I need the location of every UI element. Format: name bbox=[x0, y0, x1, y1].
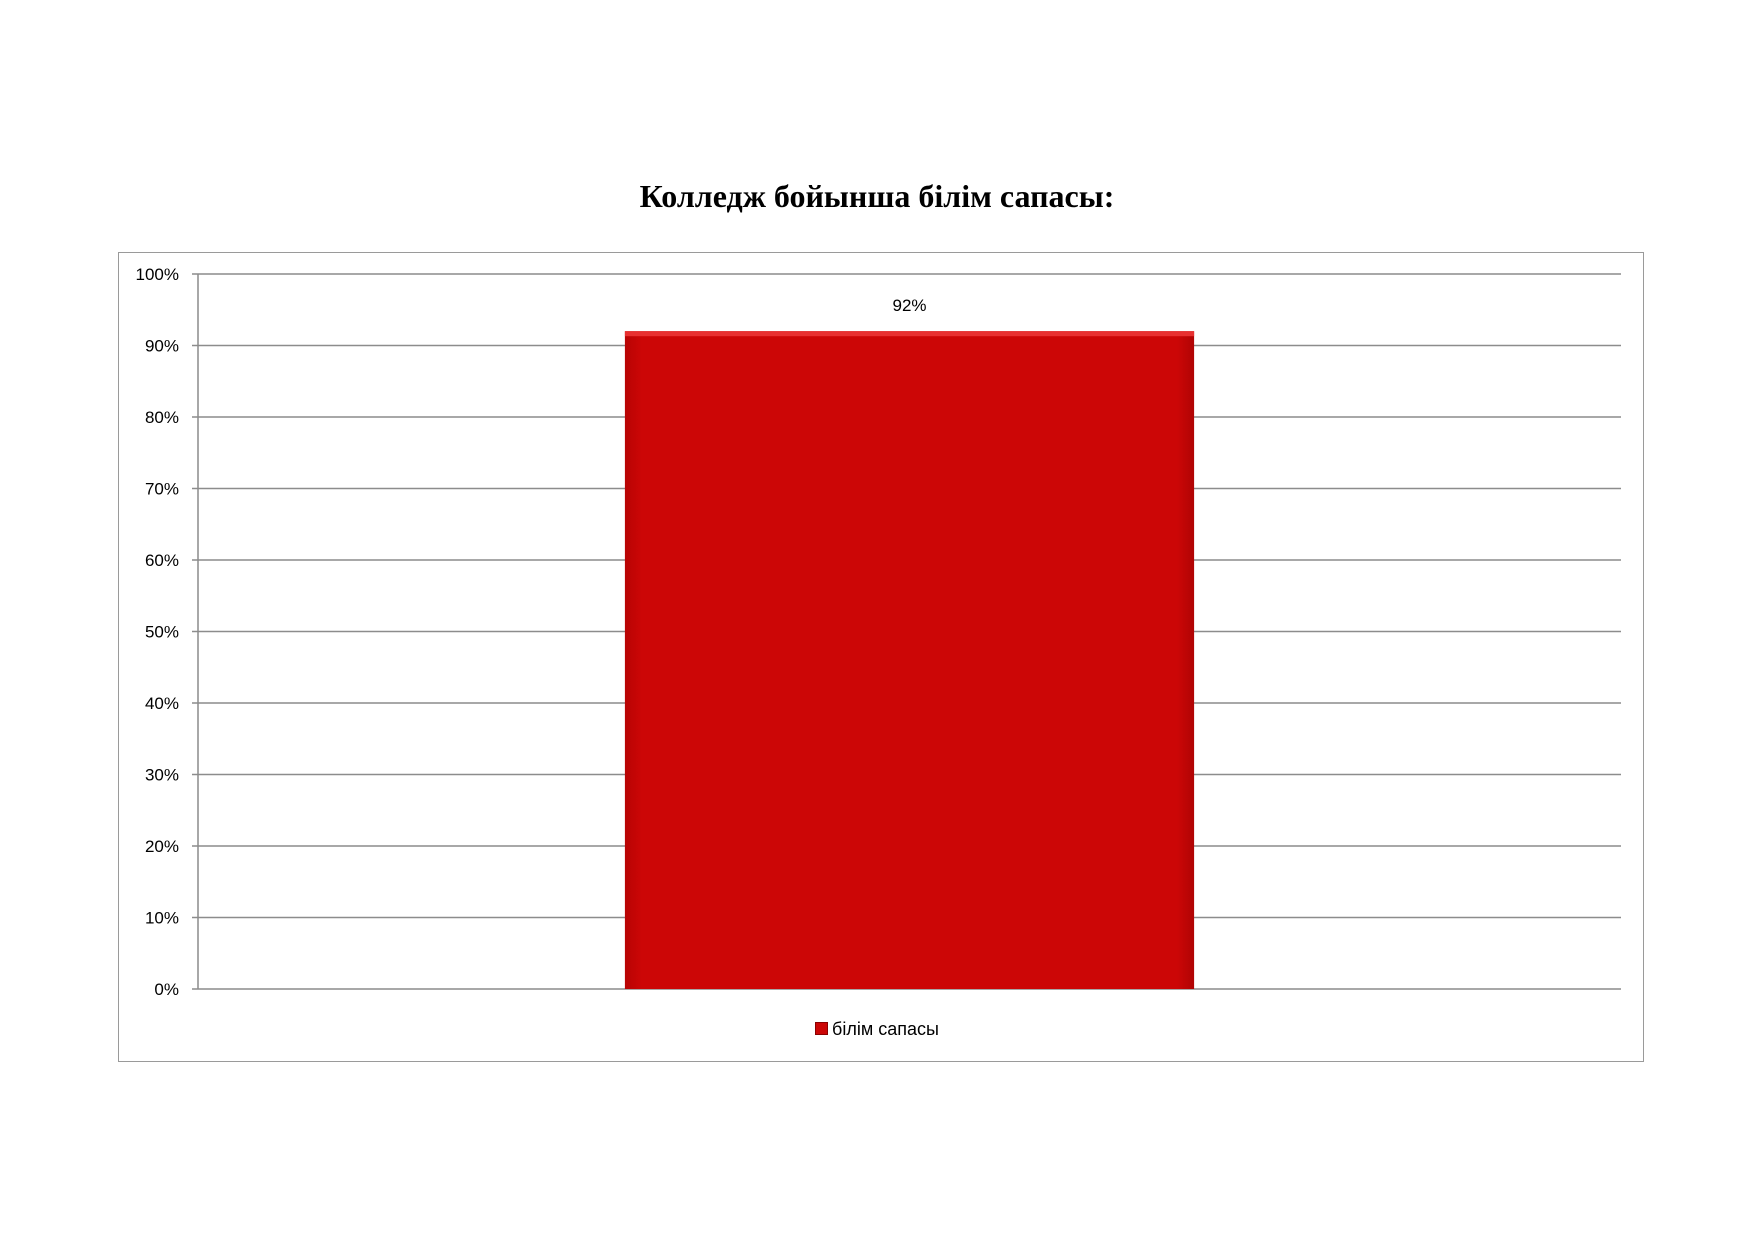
y-tick-label: 90% bbox=[145, 337, 179, 356]
chart-area-border bbox=[118, 252, 1644, 1062]
y-tick-label: 20% bbox=[145, 837, 179, 856]
y-tick-label: 10% bbox=[145, 909, 179, 928]
y-tick-label: 30% bbox=[145, 766, 179, 785]
y-tick-label: 40% bbox=[145, 694, 179, 713]
y-tick-label: 100% bbox=[136, 265, 179, 284]
legend-swatch bbox=[815, 1022, 829, 1035]
y-tick-label: 80% bbox=[145, 408, 179, 427]
y-tick-label: 60% bbox=[145, 551, 179, 570]
bar bbox=[624, 331, 1195, 989]
legend: білім сапасы bbox=[0, 1019, 1754, 1040]
y-tick-label: 0% bbox=[154, 980, 179, 999]
chart-title: Колледж бойынша білім сапасы: bbox=[639, 178, 1115, 214]
legend-label: білім сапасы bbox=[832, 1019, 939, 1039]
y-tick-label: 50% bbox=[145, 623, 179, 642]
data-label: 92% bbox=[892, 296, 926, 315]
bar-top-bevel bbox=[624, 331, 1195, 337]
y-tick-label: 70% bbox=[145, 480, 179, 499]
